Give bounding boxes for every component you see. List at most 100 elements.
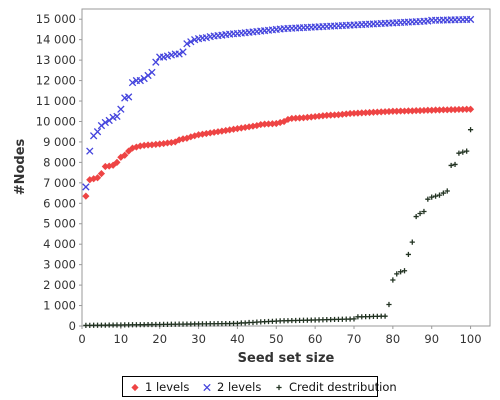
data-point [121,151,129,159]
legend-marker [276,384,282,391]
data-point [377,108,385,116]
y-tick-label: 0 [69,319,76,333]
data-point [97,170,106,178]
data-marks [82,15,475,328]
y-tick-label: 7 000 [43,176,76,190]
x-axis-ticks: 0 10 20 30 40 50 60 70 80 90 100 [78,326,482,346]
data-point [390,277,396,283]
y-tick-label: 15 000 [36,12,76,26]
y-tick-label: 4 000 [43,237,76,251]
x-tick-label: 60 [308,332,323,346]
data-point [408,107,416,115]
data-point [323,111,331,119]
data-point [86,147,94,155]
y-tick-label: 12 000 [36,74,76,88]
data-point [152,58,160,66]
data-point [330,111,339,119]
data-point [311,112,319,121]
data-point [241,123,249,132]
data-point [288,114,296,123]
data-point [351,316,357,322]
y-axis-ticks: 0 1 000 2 000 3 000 4 000 5 000 6 000 7 000 8 00… [36,12,82,333]
data-point [113,112,121,121]
data-point [452,161,458,168]
data-point [327,111,335,119]
y-tick-label: 14 000 [36,33,76,47]
legend: 1 levels 2 levels Credit destribution [122,376,397,397]
data-point [350,109,358,117]
data-point [354,109,362,117]
y-tick-label: 10 000 [36,114,76,128]
y-tick-label: 2 000 [43,278,76,292]
data-point [276,118,284,127]
data-point [433,193,439,199]
data-point [93,128,102,136]
y-tick-label: 13 000 [36,53,76,67]
x-tick-label: 30 [191,332,206,346]
data-point [428,106,436,114]
x-tick-label: 40 [230,332,245,346]
data-point [253,121,261,130]
x-tick-label: 50 [269,332,284,346]
y-tick-label: 8 000 [43,155,76,169]
data-point [398,269,404,275]
x-tick-label: 90 [424,332,439,346]
data-point [412,107,420,115]
data-point [400,107,409,115]
data-point [385,107,393,116]
data-point [365,108,374,117]
data-point [268,120,276,128]
data-point [183,40,191,48]
legend-label-1-levels: 1 levels [145,380,190,394]
legend-marker [131,383,139,392]
data-point [373,108,381,116]
data-point [420,106,428,115]
data-point [381,108,389,116]
data-point [136,76,144,85]
series-plus [83,127,474,328]
data-point [464,148,470,154]
y-tick-label: 11 000 [36,94,76,108]
x-tick-label: 100 [460,332,482,346]
data-point [436,192,443,198]
x-tick-label: 70 [347,332,362,346]
legend-marker [203,383,211,392]
data-point [460,149,466,155]
data-point [409,239,415,245]
data-point [393,107,401,115]
data-point [424,106,432,114]
data-point [338,110,346,118]
data-point [261,120,269,128]
data-point [280,117,288,126]
data-point [296,114,304,122]
data-point [346,109,354,118]
y-tick-label: 1 000 [43,299,76,313]
series-diamond [82,105,475,200]
data-point [455,105,463,114]
data-point [264,120,273,128]
plot-area-frame [81,8,491,327]
y-tick-label: 5 000 [43,217,76,231]
data-point [401,268,408,274]
data-point [382,313,388,319]
data-point [440,190,446,196]
data-point [369,108,378,116]
data-point [404,107,412,115]
x-tick-label: 80 [386,332,401,346]
data-point [124,93,133,101]
data-point [148,68,156,77]
y-tick-label: 3 000 [43,258,76,272]
data-point [448,162,454,169]
data-point [144,141,152,149]
y-tick-label: 9 000 [43,135,76,149]
data-point [93,174,102,182]
x-tick-label: 0 [78,332,85,346]
data-point [443,106,451,114]
x-tick-label: 10 [114,332,129,346]
data-point [417,210,423,217]
data-point [128,78,137,87]
y-tick-label: 6 000 [43,196,76,210]
data-point [117,105,125,113]
data-point [394,271,400,277]
